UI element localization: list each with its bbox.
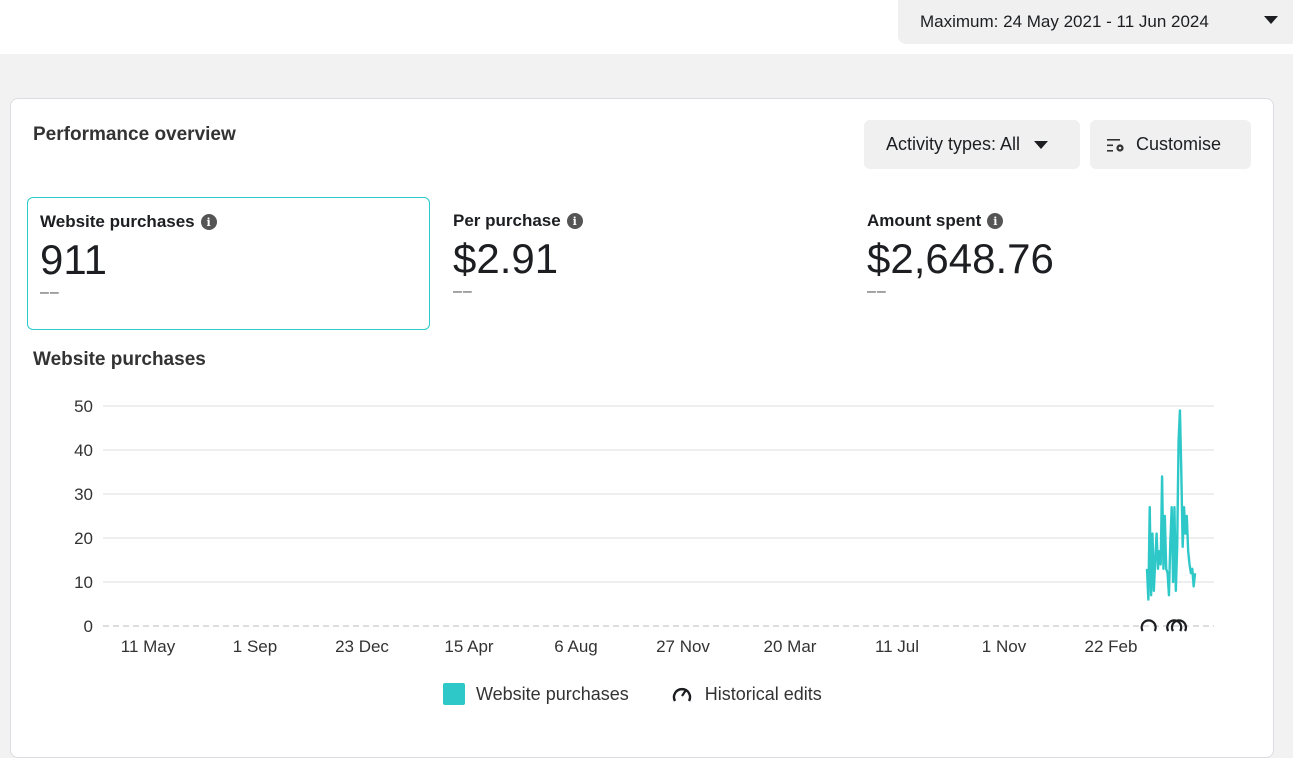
historical-edits-icon <box>671 684 693 704</box>
top-bar: Maximum: 24 May 2021 - 11 Jun 2024 <box>0 0 1293 54</box>
x-tick-label: 6 Aug <box>554 637 598 656</box>
legend-item-historical-edits[interactable]: Historical edits <box>705 684 822 705</box>
y-tick-label: 10 <box>74 573 93 592</box>
y-tick-label: 20 <box>74 529 93 548</box>
x-tick-label: 1 Nov <box>982 637 1027 656</box>
x-tick-label: 27 Nov <box>656 637 710 656</box>
x-tick-label: 15 Apr <box>444 637 493 656</box>
y-tick-label: 30 <box>74 485 93 504</box>
caret-down-icon <box>1264 16 1278 24</box>
series-line-website-purchases <box>1147 410 1195 599</box>
y-tick-label: 50 <box>74 397 93 416</box>
x-tick-label: 11 Jul <box>875 637 919 656</box>
y-tick-label: 40 <box>74 441 93 460</box>
legend-swatch <box>443 683 465 705</box>
x-tick-label: 20 Mar <box>764 637 817 656</box>
x-tick-label: 22 Feb <box>1085 637 1138 656</box>
legend-item-website-purchases[interactable]: Website purchases <box>476 684 629 705</box>
website-purchases-chart: 0 10 20 30 40 50 11 May 1 Sep 23 Dec 15 Apr 6 Aug 2… <box>11 99 1275 679</box>
date-range-dropdown[interactable]: Maximum: 24 May 2021 - 11 Jun 2024 <box>898 0 1293 44</box>
x-tick-label: 23 Dec <box>335 637 389 656</box>
date-range-label: Maximum: 24 May 2021 - 11 Jun 2024 <box>920 12 1209 32</box>
y-tick-label: 0 <box>84 617 93 636</box>
performance-overview-card: Performance overview Activity types: All… <box>10 98 1274 758</box>
x-tick-label: 11 May <box>121 637 176 656</box>
chart-legend: Website purchases Historical edits <box>443 683 822 705</box>
x-tick-label: 1 Sep <box>233 637 277 656</box>
